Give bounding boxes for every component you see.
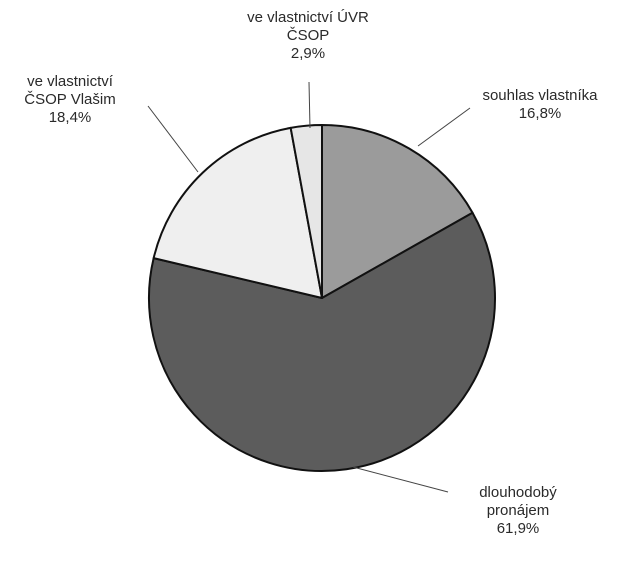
- slice-name-label: pronájem: [487, 502, 550, 519]
- leader-line: [417, 107, 471, 147]
- slice-label: dlouhodobý pronájem 61,9%: [479, 484, 557, 537]
- slice-name-label: dlouhodobý: [479, 484, 557, 501]
- pie-slice: [152, 126, 323, 299]
- slice-value-label: 61,9%: [497, 520, 540, 537]
- pie-slice: [148, 211, 496, 472]
- slice-name-label: ve vlastnictví ÚVR: [247, 9, 369, 26]
- pie-slice: [321, 124, 474, 299]
- slice-label: ve vlastnictví ČSOP Vlašim 18,4%: [24, 73, 115, 126]
- slice-value-label: 18,4%: [49, 109, 92, 126]
- slice-value-label: 2,9%: [291, 45, 325, 62]
- slice-labels: souhlas vlastníka 16,8% dlouhodobý pronájem…: [24, 9, 598, 537]
- slice-label: souhlas vlastníka 16,8%: [482, 87, 598, 122]
- slice-name-label: ČSOP: [287, 27, 330, 44]
- leader-line: [308, 81, 311, 129]
- leader-line: [352, 466, 449, 493]
- slice-name-label: ve vlastnictví: [27, 73, 114, 90]
- slice-name-label: souhlas vlastníka: [482, 87, 598, 104]
- leader-line: [147, 105, 199, 173]
- slice-name-label: ČSOP Vlašim: [24, 91, 115, 108]
- pie-slices: [148, 123, 496, 472]
- slice-label: ve vlastnictví ÚVR ČSOP 2,9%: [247, 9, 369, 62]
- leader-lines: [147, 81, 471, 493]
- slice-value-label: 16,8%: [519, 105, 562, 122]
- pie-slice: [289, 123, 323, 299]
